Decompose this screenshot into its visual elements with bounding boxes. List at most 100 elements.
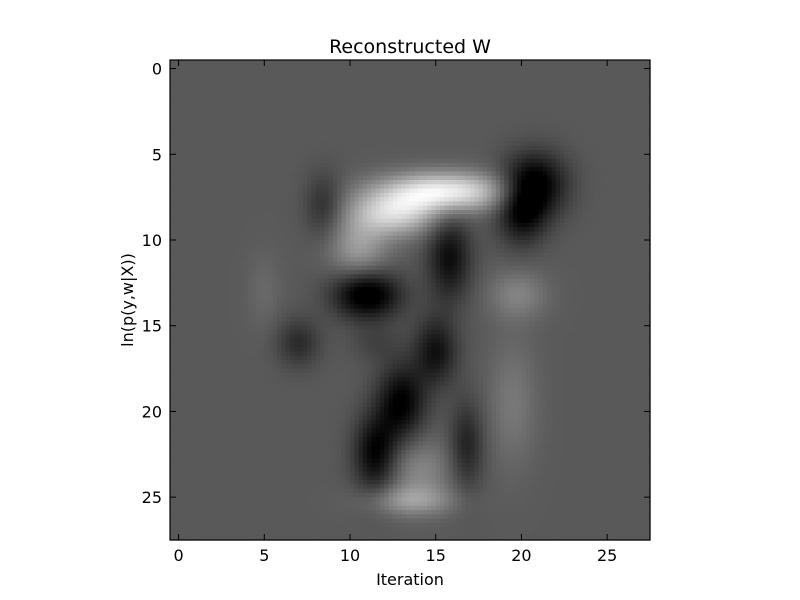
- heatmap-cell: [435, 227, 441, 233]
- heatmap-cell: [431, 162, 437, 168]
- heatmap-cell: [238, 120, 244, 125]
- heatmap-cell: [585, 197, 591, 203]
- heatmap-cell: [590, 90, 595, 95]
- heatmap-cell: [350, 248, 355, 254]
- heatmap-cell: [230, 214, 235, 220]
- heatmap-cell: [182, 141, 188, 147]
- heatmap-cell: [277, 158, 283, 164]
- heatmap-cell: [345, 94, 351, 100]
- heatmap-cell: [465, 175, 471, 181]
- heatmap-cell: [470, 180, 475, 185]
- heatmap-cell: [388, 162, 394, 168]
- heatmap-cell: [615, 124, 621, 130]
- heatmap-cell: [268, 192, 274, 198]
- heatmap-cell: [594, 231, 600, 237]
- heatmap-cell: [482, 94, 488, 100]
- heatmap-cell: [255, 150, 261, 155]
- heatmap-cell: [615, 235, 621, 241]
- heatmap-cell: [602, 145, 608, 151]
- heatmap-cell: [362, 205, 368, 211]
- heatmap-cell: [547, 124, 553, 130]
- heatmap-cell: [452, 240, 458, 245]
- heatmap-cell: [264, 235, 270, 241]
- heatmap-cell: [470, 128, 475, 134]
- heatmap-cell: [577, 205, 583, 211]
- heatmap-cell: [272, 115, 278, 121]
- heatmap-cell: [620, 64, 625, 70]
- heatmap-cell: [375, 141, 381, 147]
- heatmap-cell: [191, 81, 197, 87]
- heatmap-cell: [538, 102, 544, 108]
- heatmap-cell: [238, 214, 244, 220]
- heatmap-cell: [362, 111, 368, 117]
- heatmap-cell: [204, 124, 210, 130]
- heatmap-cell: [405, 107, 411, 113]
- heatmap-cell: [191, 77, 197, 83]
- heatmap-cell: [221, 197, 227, 203]
- heatmap-cell: [311, 132, 317, 138]
- heatmap-cell: [354, 227, 360, 233]
- heatmap-cell: [560, 188, 565, 194]
- heatmap-cell: [547, 184, 553, 190]
- heatmap-cell: [620, 235, 625, 241]
- heatmap-cell: [268, 72, 274, 78]
- heatmap-cell: [491, 115, 497, 121]
- heatmap-cell: [504, 124, 510, 130]
- heatmap-cell: [624, 171, 630, 177]
- heatmap-cell: [465, 137, 471, 143]
- heatmap-cell: [517, 210, 523, 215]
- heatmap-cell: [508, 60, 514, 65]
- heatmap-cell: [521, 81, 527, 87]
- heatmap-cell: [504, 150, 510, 155]
- heatmap-cell: [290, 145, 295, 151]
- heatmap-cell: [345, 167, 351, 173]
- heatmap-cell: [204, 132, 210, 138]
- heatmap-cell: [345, 124, 351, 130]
- heatmap-cell: [534, 192, 540, 198]
- heatmap-cell: [178, 141, 184, 147]
- heatmap-cell: [422, 102, 428, 108]
- heatmap-cell: [465, 64, 471, 70]
- heatmap-cell: [388, 94, 394, 100]
- heatmap-cell: [392, 64, 398, 70]
- heatmap-cell: [354, 120, 360, 125]
- heatmap-cell: [620, 132, 625, 138]
- heatmap-cell: [345, 180, 351, 185]
- heatmap-cell: [465, 171, 471, 177]
- heatmap-cell: [598, 231, 604, 237]
- heatmap-cell: [354, 210, 360, 215]
- heatmap-cell: [624, 184, 630, 190]
- heatmap-cell: [178, 132, 184, 138]
- heatmap-cell: [392, 145, 398, 151]
- heatmap-cell: [564, 111, 570, 117]
- heatmap-cell: [628, 81, 634, 87]
- heatmap-cell: [401, 120, 407, 125]
- heatmap-cell: [435, 218, 441, 224]
- heatmap-cell: [195, 107, 201, 113]
- heatmap-cell: [170, 180, 175, 185]
- heatmap-cell: [444, 137, 450, 143]
- heatmap-cell: [290, 72, 295, 78]
- heatmap-cell: [380, 231, 385, 237]
- heatmap-cell: [624, 192, 630, 198]
- heatmap-cell: [332, 210, 338, 215]
- heatmap-cell: [500, 124, 505, 130]
- heatmap-cell: [465, 72, 471, 78]
- heatmap-cell: [182, 111, 188, 117]
- heatmap-cell: [320, 111, 325, 117]
- heatmap-cell: [358, 107, 364, 113]
- heatmap-cell: [487, 201, 493, 207]
- heatmap-cell: [358, 81, 364, 87]
- heatmap-cell: [602, 64, 608, 70]
- heatmap-cell: [487, 192, 493, 198]
- heatmap-cell: [170, 141, 175, 147]
- heatmap-cell: [478, 85, 484, 91]
- heatmap-cell: [230, 188, 235, 194]
- heatmap-cell: [538, 201, 544, 207]
- heatmap-cell: [504, 175, 510, 181]
- heatmap-cell: [585, 94, 591, 100]
- heatmap-cell: [320, 205, 325, 211]
- heatmap-cell: [534, 124, 540, 130]
- heatmap-cell: [285, 171, 291, 177]
- heatmap-cell: [482, 231, 488, 237]
